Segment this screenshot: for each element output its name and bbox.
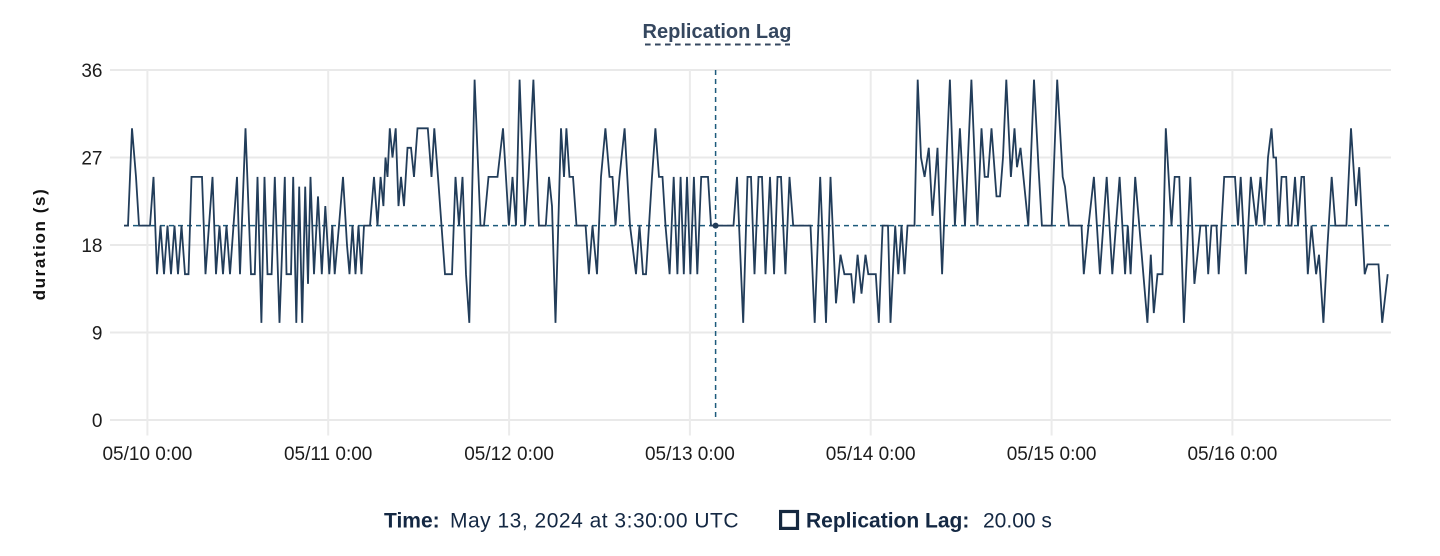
svg-text:05/11 0:00: 05/11 0:00: [284, 444, 372, 465]
svg-text:May 13, 2024 at 3:30:00 UTC: May 13, 2024 at 3:30:00 UTC: [450, 510, 739, 533]
svg-text:05/12 0:00: 05/12 0:00: [464, 444, 554, 465]
svg-text:18: 18: [81, 236, 102, 257]
svg-text:27: 27: [81, 148, 102, 169]
svg-text:05/15 0:00: 05/15 0:00: [1007, 444, 1097, 465]
svg-text:Replication Lag: Replication Lag: [643, 21, 792, 43]
svg-text:duration (s): duration (s): [30, 188, 49, 301]
svg-text:05/13 0:00: 05/13 0:00: [645, 444, 735, 465]
svg-text:05/14 0:00: 05/14 0:00: [826, 444, 916, 465]
svg-text:20.00 s: 20.00 s: [983, 510, 1052, 533]
svg-text:9: 9: [92, 323, 103, 344]
svg-text:0: 0: [92, 411, 103, 432]
svg-text:Replication Lag:: Replication Lag:: [806, 510, 969, 533]
svg-text:Time:: Time:: [384, 510, 440, 533]
svg-text:36: 36: [81, 61, 102, 82]
svg-text:05/16 0:00: 05/16 0:00: [1187, 444, 1277, 465]
svg-text:05/10 0:00: 05/10 0:00: [102, 444, 192, 465]
